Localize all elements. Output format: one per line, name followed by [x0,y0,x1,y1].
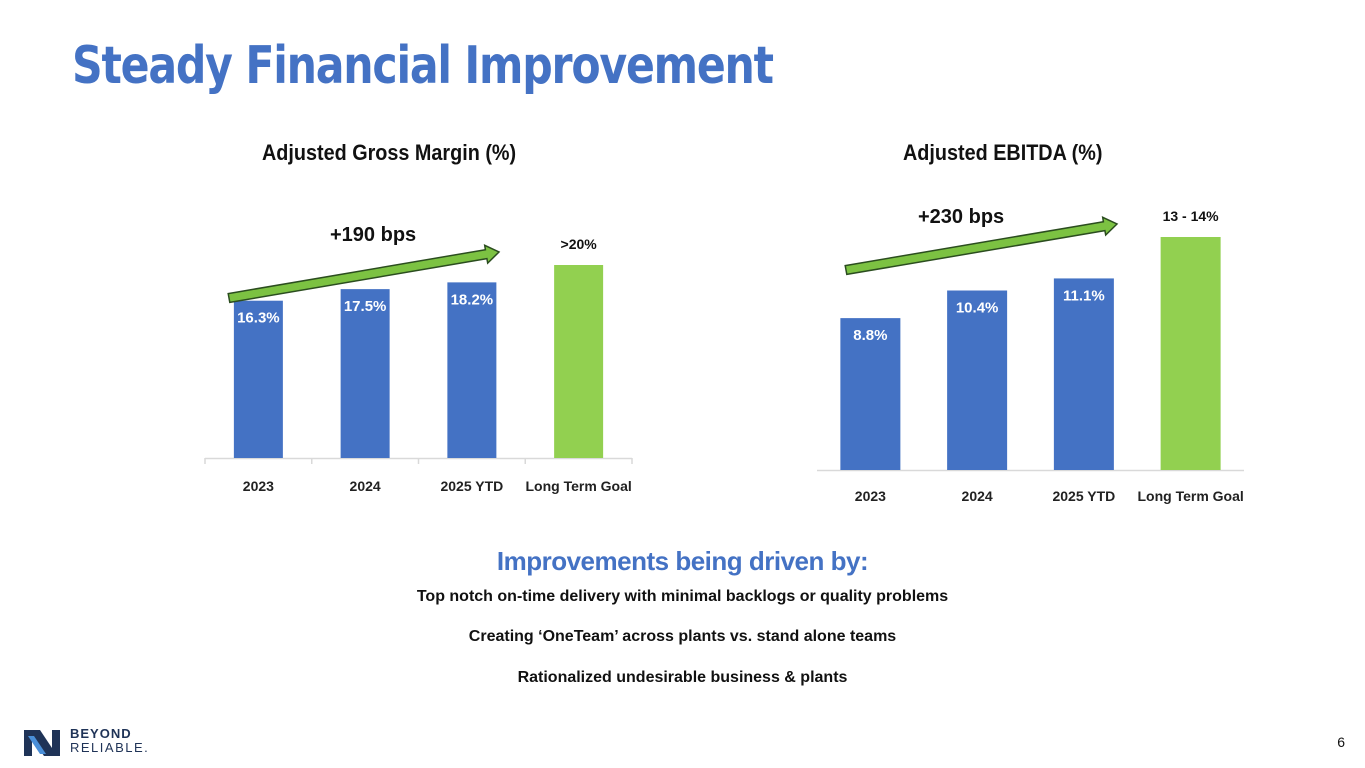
data-label-2025-ytd: 18.2% [451,291,494,308]
bar-2023 [233,300,283,458]
bar-2023 [840,318,901,470]
data-label-2024: 17.5% [344,298,387,315]
page-title: Steady Financial Improvement [72,36,774,96]
bar-long-term-goal [554,265,604,458]
page-number: 6 [1337,734,1345,750]
data-label-2023: 8.8% [853,327,887,344]
driver-item-3: Rationalized undesirable business & plan… [517,669,848,686]
growth-annotation: +230 bps [918,206,1004,228]
category-label-long-term-goal: Long Term Goal [525,478,631,494]
logo-text-line2: RELIABLE. [70,740,150,755]
data-label-2025-ytd: 11.1% [1063,287,1105,304]
growth-arrow-icon [227,244,501,304]
category-label-2024: 2024 [962,488,993,504]
logo-mark-icon [24,730,60,756]
category-label-2024: 2024 [350,478,381,494]
data-label-long-term-goal: >20% [561,236,598,252]
category-label-2023: 2023 [855,488,886,504]
logo-text-line1: BEYOND [70,726,132,741]
company-logo: BEYOND RELIABLE. [22,726,182,758]
bar-2024 [947,290,1008,470]
growth-arrow-icon [844,216,1119,276]
category-label-2025-ytd: 2025 YTD [1052,488,1115,504]
ebitda-chart-title: Adjusted EBITDA (%) [903,140,1103,165]
category-label-2023: 2023 [243,478,274,494]
category-label-long-term-goal: Long Term Goal [1137,488,1243,504]
data-label-2024: 10.4% [956,300,999,317]
bar-2024 [340,289,390,458]
growth-annotation: +190 bps [330,224,416,246]
category-label-2025-ytd: 2025 YTD [440,478,503,494]
bar-2025-ytd [447,282,497,458]
bar-long-term-goal [1160,237,1221,470]
driver-item-2: Creating ‘OneTeam’ across plants vs. sta… [468,628,897,645]
data-label-long-term-goal: 13 - 14% [1163,208,1220,224]
driver-item-1: Top notch on-time delivery with minimal … [416,588,949,605]
data-label-2023: 16.3% [237,310,280,327]
drivers-heading: Improvements being driven by: [496,546,869,576]
gross-margin-chart-title: Adjusted Gross Margin (%) [262,140,517,165]
bar-2025-ytd [1053,278,1114,470]
